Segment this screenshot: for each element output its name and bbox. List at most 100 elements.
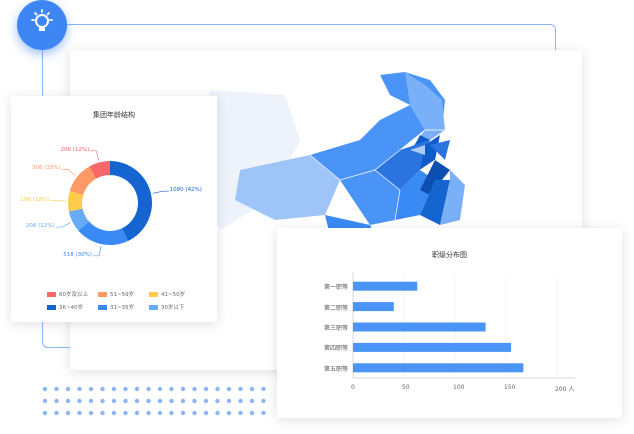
dot bbox=[65, 410, 71, 416]
y-category-label: 第四职等 bbox=[323, 345, 348, 353]
dot bbox=[123, 410, 128, 416]
y-category-label: 第三职等 bbox=[323, 325, 348, 332]
legend-item[interactable]: 41~50岁 bbox=[149, 290, 185, 298]
legend-swatch bbox=[47, 291, 56, 297]
bar[interactable] bbox=[353, 281, 418, 291]
dot bbox=[123, 386, 128, 392]
dot bbox=[146, 410, 151, 416]
slice-label: 518 (30%) bbox=[63, 251, 93, 258]
china-map bbox=[200, 72, 465, 235]
map-region[interactable] bbox=[340, 170, 400, 225]
dot bbox=[100, 386, 105, 392]
donut-slice[interactable] bbox=[69, 166, 97, 195]
slice-label: 206 (12%) bbox=[60, 146, 90, 153]
map-region[interactable] bbox=[310, 105, 425, 180]
dot bbox=[192, 410, 197, 416]
x-tick-label: 150 bbox=[504, 384, 516, 391]
dot bbox=[157, 398, 163, 404]
dot bbox=[65, 398, 71, 404]
map-region[interactable] bbox=[410, 145, 425, 155]
dot bbox=[169, 386, 174, 392]
y-category-label: 第一职等 bbox=[323, 284, 348, 292]
map-region[interactable] bbox=[440, 170, 465, 225]
x-tick-label: 100 bbox=[453, 384, 465, 391]
dot bbox=[203, 410, 209, 416]
legend-item[interactable]: 51~59岁 bbox=[98, 290, 134, 298]
dot bbox=[88, 410, 94, 416]
legend-swatch bbox=[47, 304, 56, 310]
dot bbox=[203, 386, 209, 392]
legend-item[interactable]: 36~40岁 bbox=[47, 303, 83, 311]
donut-slice[interactable] bbox=[68, 208, 89, 231]
legend-item[interactable]: 30岁以下 bbox=[149, 303, 185, 311]
legend-item[interactable]: 31~35岁 bbox=[98, 303, 134, 311]
x-tick-label: 200 人 bbox=[555, 386, 575, 393]
map-region[interactable] bbox=[375, 140, 430, 190]
rank-bar-chart bbox=[352, 272, 575, 379]
label-leader-line bbox=[55, 222, 71, 228]
dot bbox=[111, 386, 117, 392]
dot bbox=[215, 398, 220, 404]
map-region[interactable] bbox=[405, 72, 445, 150]
dot bbox=[169, 410, 174, 416]
dot bbox=[226, 398, 232, 404]
dot bbox=[249, 410, 255, 416]
dot bbox=[238, 410, 243, 416]
donut-slice[interactable] bbox=[68, 190, 84, 212]
dot bbox=[100, 410, 105, 416]
dot bbox=[54, 398, 59, 404]
map-region[interactable] bbox=[420, 160, 450, 195]
slice-label: 1080 (42%) bbox=[169, 187, 202, 194]
donut-slice[interactable] bbox=[89, 161, 110, 179]
bar[interactable] bbox=[353, 342, 512, 352]
dot bbox=[42, 386, 48, 392]
dot bbox=[226, 410, 232, 416]
rank-chart-title: 职级分布图 bbox=[432, 251, 467, 259]
lightbulb-icon bbox=[31, 9, 53, 31]
slice-label: 198 (12%) bbox=[20, 196, 50, 203]
y-category-label: 第五职等 bbox=[323, 365, 348, 373]
legend-swatch bbox=[98, 291, 107, 297]
y-category-label: 第二职等 bbox=[323, 304, 348, 312]
dot bbox=[88, 386, 94, 392]
dot bbox=[65, 386, 71, 392]
rank-distribution-card: 职级分布图 0 50 100 150 200 人 第一职等 第二职等 第三职等 第四职等 第五职等 bbox=[277, 228, 622, 418]
bar[interactable] bbox=[353, 363, 524, 373]
dot bbox=[111, 410, 117, 416]
bar[interactable] bbox=[353, 302, 394, 312]
dot bbox=[215, 410, 220, 416]
map-region[interactable] bbox=[415, 135, 440, 170]
dot bbox=[192, 398, 197, 404]
dot bbox=[249, 386, 255, 392]
legend-label: 31~35岁 bbox=[110, 305, 135, 311]
x-tick-label: 50 bbox=[402, 384, 410, 391]
dot bbox=[261, 386, 266, 392]
legend-label: 51~59岁 bbox=[110, 292, 135, 298]
lightbulb-badge bbox=[17, 0, 67, 50]
dot bbox=[77, 410, 82, 416]
donut-slice[interactable] bbox=[78, 221, 128, 246]
dot bbox=[77, 398, 82, 404]
dot bbox=[111, 398, 117, 404]
dot bbox=[180, 410, 186, 416]
dot bbox=[180, 398, 186, 404]
legend-label: 60岁及以上 bbox=[59, 292, 88, 298]
dot bbox=[226, 386, 232, 392]
age-donut-chart bbox=[50, 150, 169, 257]
label-leader-line bbox=[152, 190, 169, 194]
map-region[interactable] bbox=[235, 155, 340, 220]
legend-item[interactable]: 60岁及以上 bbox=[47, 290, 88, 298]
dot bbox=[134, 386, 140, 392]
dot bbox=[146, 386, 151, 392]
dot bbox=[134, 398, 140, 404]
dot bbox=[169, 398, 174, 404]
legend-swatch bbox=[149, 304, 158, 310]
slice-label: 306 (15%) bbox=[32, 165, 61, 172]
legend-swatch bbox=[149, 291, 158, 297]
dot bbox=[157, 410, 163, 416]
donut-slice[interactable] bbox=[110, 161, 152, 241]
bar[interactable] bbox=[353, 322, 486, 332]
dot bbox=[134, 410, 140, 416]
dot bbox=[215, 386, 220, 392]
map-region[interactable] bbox=[430, 140, 450, 160]
